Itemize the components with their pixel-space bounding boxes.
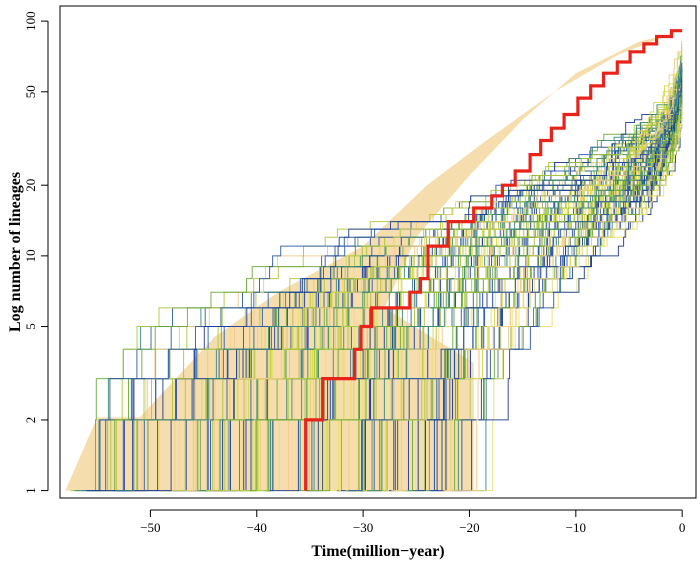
y-tick-label: 20 (23, 179, 38, 192)
posterior-tree-curve (112, 76, 683, 492)
y-tick-label: 2 (23, 417, 38, 424)
posterior-tree-curve (187, 76, 683, 492)
posterior-tree-curve (249, 91, 683, 492)
background-trees (65, 31, 683, 492)
x-tick-label: 0 (679, 520, 686, 535)
posterior-tree-curve (445, 106, 683, 492)
y-tick-label: 10 (23, 249, 38, 262)
y-tick-label: 5 (23, 323, 38, 330)
x-tick-label: −50 (140, 520, 160, 535)
y-tick-label: 50 (23, 85, 38, 98)
posterior-tree-curve (115, 66, 683, 492)
x-axis-title: Time(million−year) (311, 543, 444, 560)
posterior-tree-curve (443, 124, 683, 492)
y-axis: 1 2 5 10 20 50 100 (23, 11, 49, 494)
posterior-tree-curve (207, 87, 683, 492)
x-tick-label: −10 (566, 520, 586, 535)
plot-frame (59, 5, 697, 499)
x-tick-label: −20 (459, 520, 479, 535)
series-layer (304, 29, 683, 491)
posterior-tree-curve (365, 83, 683, 492)
x-tick-label: −30 (353, 520, 373, 535)
x-tick-label: −40 (247, 520, 267, 535)
posterior-tree-curve (348, 81, 683, 492)
x-axis: −50 −40 −30 −20 −10 0 (140, 509, 686, 535)
y-tick-label: 1 (23, 487, 38, 494)
main-ltt-line (304, 29, 683, 491)
y-tick-label: 100 (23, 11, 38, 31)
y-axis-title: Log number of lineages (7, 172, 24, 332)
